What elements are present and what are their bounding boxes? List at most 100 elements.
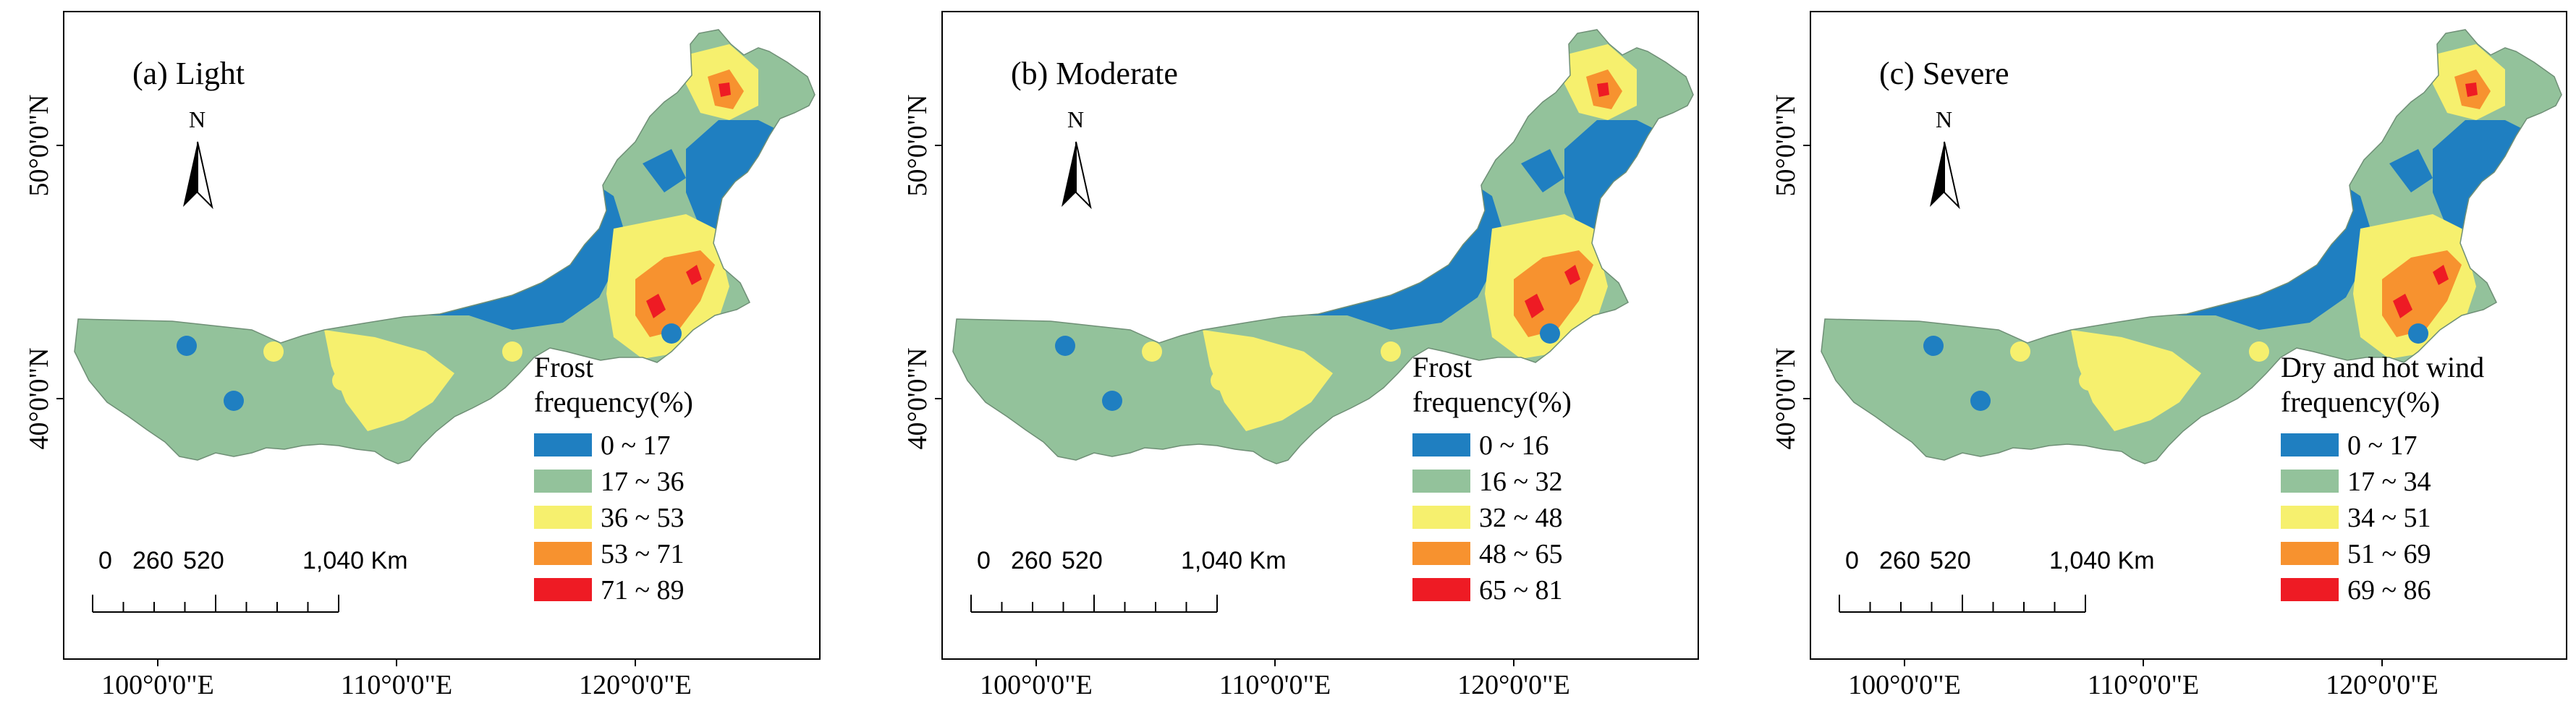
legend-swatch-4	[534, 542, 592, 565]
region-base	[75, 30, 815, 464]
region-base	[953, 30, 1693, 464]
x-tick-label-1: 100°0'0"E	[980, 670, 1093, 700]
frequency-spot-1	[1923, 336, 1944, 356]
legend-swatch-2	[1412, 470, 1470, 493]
frequency-zone-3	[643, 149, 686, 192]
legend-swatch-1	[2281, 433, 2339, 456]
frequency-spot-4	[2079, 370, 2099, 391]
legend-swatch-1	[1412, 433, 1470, 456]
scale-bar: 0 260 520 1,040 Km	[92, 547, 408, 613]
scale-bar-label-1: 0	[98, 547, 112, 574]
legend-label-4: 51 ~ 69	[2347, 539, 2431, 569]
legend-swatch-1	[534, 433, 592, 456]
scale-bar-label-3: 520	[1930, 547, 1971, 574]
frequency-zone-9	[2393, 294, 2412, 318]
legend-label-1: 0 ~ 16	[1479, 430, 1549, 461]
y-tick-label-1: 50°0'0"N	[24, 95, 54, 197]
legend-label-5: 69 ~ 86	[2347, 575, 2431, 606]
frequency-spot-6	[2249, 341, 2269, 362]
scale-bar: 0 260 520 1,040 Km	[1839, 547, 2155, 613]
legend-swatch-5	[1412, 578, 1470, 601]
legend-label-3: 32 ~ 48	[1479, 503, 1563, 533]
frequency-zone-11	[1564, 265, 1580, 285]
frequency-zone-10	[1597, 82, 1609, 97]
legend-label-1: 0 ~ 17	[2347, 430, 2418, 461]
frequency-spot-2	[1102, 391, 1122, 411]
region-base	[1821, 30, 2562, 464]
frequency-spot-3	[263, 341, 284, 362]
region-outline	[1821, 29, 2562, 464]
north-arrow-icon: N	[183, 106, 213, 210]
legend-title-line-2: frequency(%)	[534, 386, 693, 418]
legend-label-5: 65 ~ 81	[1479, 575, 1563, 606]
legend-label-1: 0 ~ 17	[601, 430, 671, 461]
north-arrow-label: N	[1936, 106, 1952, 132]
y-tick-label-2: 40°0'0"N	[24, 348, 54, 450]
legend-label-3: 34 ~ 51	[2347, 503, 2431, 533]
frequency-spot-6	[502, 341, 522, 362]
x-tick-label-3: 120°0'0"E	[1457, 670, 1570, 700]
legend-title-line-1: Frost	[534, 351, 593, 383]
legend-title-line-1: Frost	[1412, 351, 1472, 383]
y-tick-label-2: 40°0'0"N	[902, 348, 933, 450]
north-arrow-icon: N	[1062, 106, 1092, 210]
legend-swatch-5	[2281, 578, 2339, 601]
panel-label: (c) Severe	[1879, 56, 2009, 91]
frequency-zone-9	[646, 294, 666, 318]
legend-label-5: 71 ~ 89	[601, 575, 685, 606]
frequency-spot-4	[1211, 370, 1231, 391]
frequency-zone-11	[2433, 265, 2449, 285]
legend-label-2: 17 ~ 34	[2347, 467, 2431, 497]
x-tick-label-2: 110°0'0"E	[341, 670, 452, 700]
frequency-spot-3	[1142, 341, 1162, 362]
legend-label-4: 53 ~ 71	[601, 539, 685, 569]
scale-bar-label-2: 260	[1011, 547, 1052, 574]
scale-bar-label-1: 0	[977, 547, 991, 574]
x-tick-label-2: 110°0'0"E	[1219, 670, 1331, 700]
frequency-zone-2	[2433, 120, 2534, 229]
frequency-zone-6	[1203, 330, 1333, 431]
frequency-zone-3	[2389, 149, 2433, 192]
frequency-spot-5	[2408, 323, 2428, 344]
north-arrow-label: N	[189, 106, 206, 132]
frequency-zone-2	[1564, 120, 1666, 229]
scale-bar-label-2: 260	[1879, 547, 1920, 574]
panel-label: (a) Light	[132, 56, 245, 91]
frequency-spot-6	[1381, 341, 1401, 362]
legend-swatch-3	[534, 506, 592, 529]
frequency-zone-11	[686, 265, 702, 285]
frequency-spot-3	[2010, 341, 2030, 362]
legend-label-2: 16 ~ 32	[1479, 467, 1563, 497]
frequency-zone-10	[719, 82, 731, 97]
frequency-spot-2	[1970, 391, 1991, 411]
legend-swatch-3	[1412, 506, 1470, 529]
frequency-zone-2	[686, 120, 787, 229]
legend-title-line-2: frequency(%)	[1412, 386, 1572, 418]
legend-swatch-2	[2281, 470, 2339, 493]
frequency-spot-1	[1055, 336, 1075, 356]
frequency-spot-5	[661, 323, 682, 344]
north-arrow-icon: N	[1930, 106, 1960, 210]
frequency-zone-6	[2071, 330, 2201, 431]
north-arrow-label: N	[1067, 106, 1084, 132]
scale-bar-label-4: 1,040 Km	[302, 547, 408, 574]
scale-bar-label-2: 260	[132, 547, 174, 574]
y-tick-label-1: 50°0'0"N	[1771, 95, 1801, 197]
frequency-spot-2	[224, 391, 244, 411]
legend-swatch-3	[2281, 506, 2339, 529]
frequency-zone-3	[1521, 149, 1564, 192]
legend-swatch-5	[534, 578, 592, 601]
legend-title-line-2: frequency(%)	[2281, 386, 2440, 418]
x-tick-label-3: 120°0'0"E	[579, 670, 692, 700]
x-tick-label-3: 120°0'0"E	[2326, 670, 2439, 700]
frequency-spot-5	[1540, 323, 1560, 344]
region-outline	[74, 29, 815, 464]
legend-title-line-1: Dry and hot wind	[2281, 351, 2484, 383]
scale-bar-label-3: 520	[1062, 547, 1103, 574]
legend-swatch-4	[2281, 542, 2339, 565]
